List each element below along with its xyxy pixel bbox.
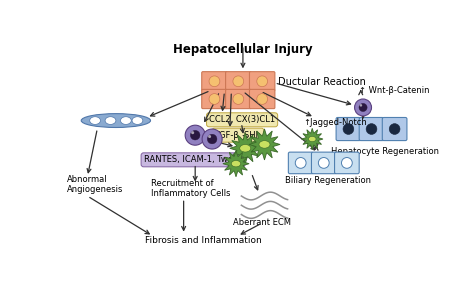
Circle shape: [202, 129, 222, 149]
Circle shape: [359, 104, 367, 112]
Circle shape: [191, 130, 200, 140]
Polygon shape: [301, 128, 323, 150]
Ellipse shape: [240, 144, 251, 152]
Text: Aberrant ECM: Aberrant ECM: [233, 218, 291, 227]
Ellipse shape: [120, 117, 131, 124]
Circle shape: [233, 76, 244, 87]
FancyBboxPatch shape: [336, 118, 361, 141]
Text: Hepatocyte Regeneration: Hepatocyte Regeneration: [331, 147, 439, 156]
Circle shape: [257, 94, 267, 104]
Circle shape: [191, 131, 194, 134]
Circle shape: [295, 158, 306, 168]
Ellipse shape: [259, 141, 270, 148]
FancyBboxPatch shape: [335, 152, 359, 174]
FancyBboxPatch shape: [249, 89, 275, 109]
FancyBboxPatch shape: [226, 89, 251, 109]
Text: ↑ Wnt-β-Catenin: ↑ Wnt-β-Catenin: [359, 86, 430, 95]
Text: TGF-β, SHh: TGF-β, SHh: [214, 131, 262, 140]
Text: Fibrosis and Inflammation: Fibrosis and Inflammation: [145, 236, 261, 245]
Polygon shape: [249, 129, 280, 160]
FancyBboxPatch shape: [226, 72, 251, 91]
Ellipse shape: [231, 160, 241, 167]
Circle shape: [366, 124, 377, 134]
Ellipse shape: [90, 117, 100, 124]
FancyBboxPatch shape: [249, 72, 275, 91]
Circle shape: [360, 104, 362, 107]
Polygon shape: [223, 150, 249, 177]
Circle shape: [233, 94, 244, 104]
Ellipse shape: [105, 117, 116, 124]
Text: Recruitment of
Inflammatory Cells: Recruitment of Inflammatory Cells: [151, 179, 231, 198]
Ellipse shape: [132, 117, 143, 124]
Circle shape: [185, 125, 205, 145]
Circle shape: [208, 135, 211, 138]
FancyBboxPatch shape: [383, 118, 407, 141]
Ellipse shape: [81, 114, 151, 128]
Circle shape: [355, 99, 372, 116]
Text: Hepatocellular Injury: Hepatocellular Injury: [173, 43, 313, 56]
Text: Abnormal
Angiogenesis: Abnormal Angiogenesis: [66, 175, 123, 194]
Circle shape: [343, 124, 354, 134]
Circle shape: [207, 134, 217, 144]
Circle shape: [209, 94, 220, 104]
Circle shape: [341, 158, 352, 168]
Text: ↑Jagged-Notch: ↑Jagged-Notch: [304, 118, 367, 127]
Text: Ductular Reaction: Ductular Reaction: [278, 77, 366, 87]
Circle shape: [319, 158, 329, 168]
Circle shape: [257, 76, 267, 87]
Text: CCL2, CX(3)CL1: CCL2, CX(3)CL1: [209, 115, 275, 124]
Polygon shape: [230, 133, 261, 164]
Circle shape: [389, 124, 400, 134]
FancyBboxPatch shape: [202, 89, 227, 109]
Text: RANTES, ICAM-1, Tweak: RANTES, ICAM-1, Tweak: [144, 155, 243, 164]
FancyBboxPatch shape: [359, 118, 384, 141]
FancyBboxPatch shape: [311, 152, 336, 174]
Circle shape: [209, 76, 220, 87]
Ellipse shape: [309, 136, 316, 142]
FancyBboxPatch shape: [202, 72, 227, 91]
FancyBboxPatch shape: [288, 152, 313, 174]
Text: Biliary Regeneration: Biliary Regeneration: [285, 176, 372, 185]
